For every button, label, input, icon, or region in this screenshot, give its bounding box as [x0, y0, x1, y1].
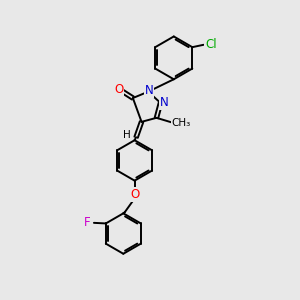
Text: O: O [130, 188, 140, 201]
Text: Cl: Cl [205, 38, 217, 51]
Text: O: O [114, 83, 124, 96]
Text: H: H [123, 130, 130, 140]
Text: CH₃: CH₃ [171, 118, 191, 128]
Text: N: N [160, 96, 168, 109]
Text: F: F [84, 216, 91, 229]
Text: N: N [144, 84, 153, 97]
